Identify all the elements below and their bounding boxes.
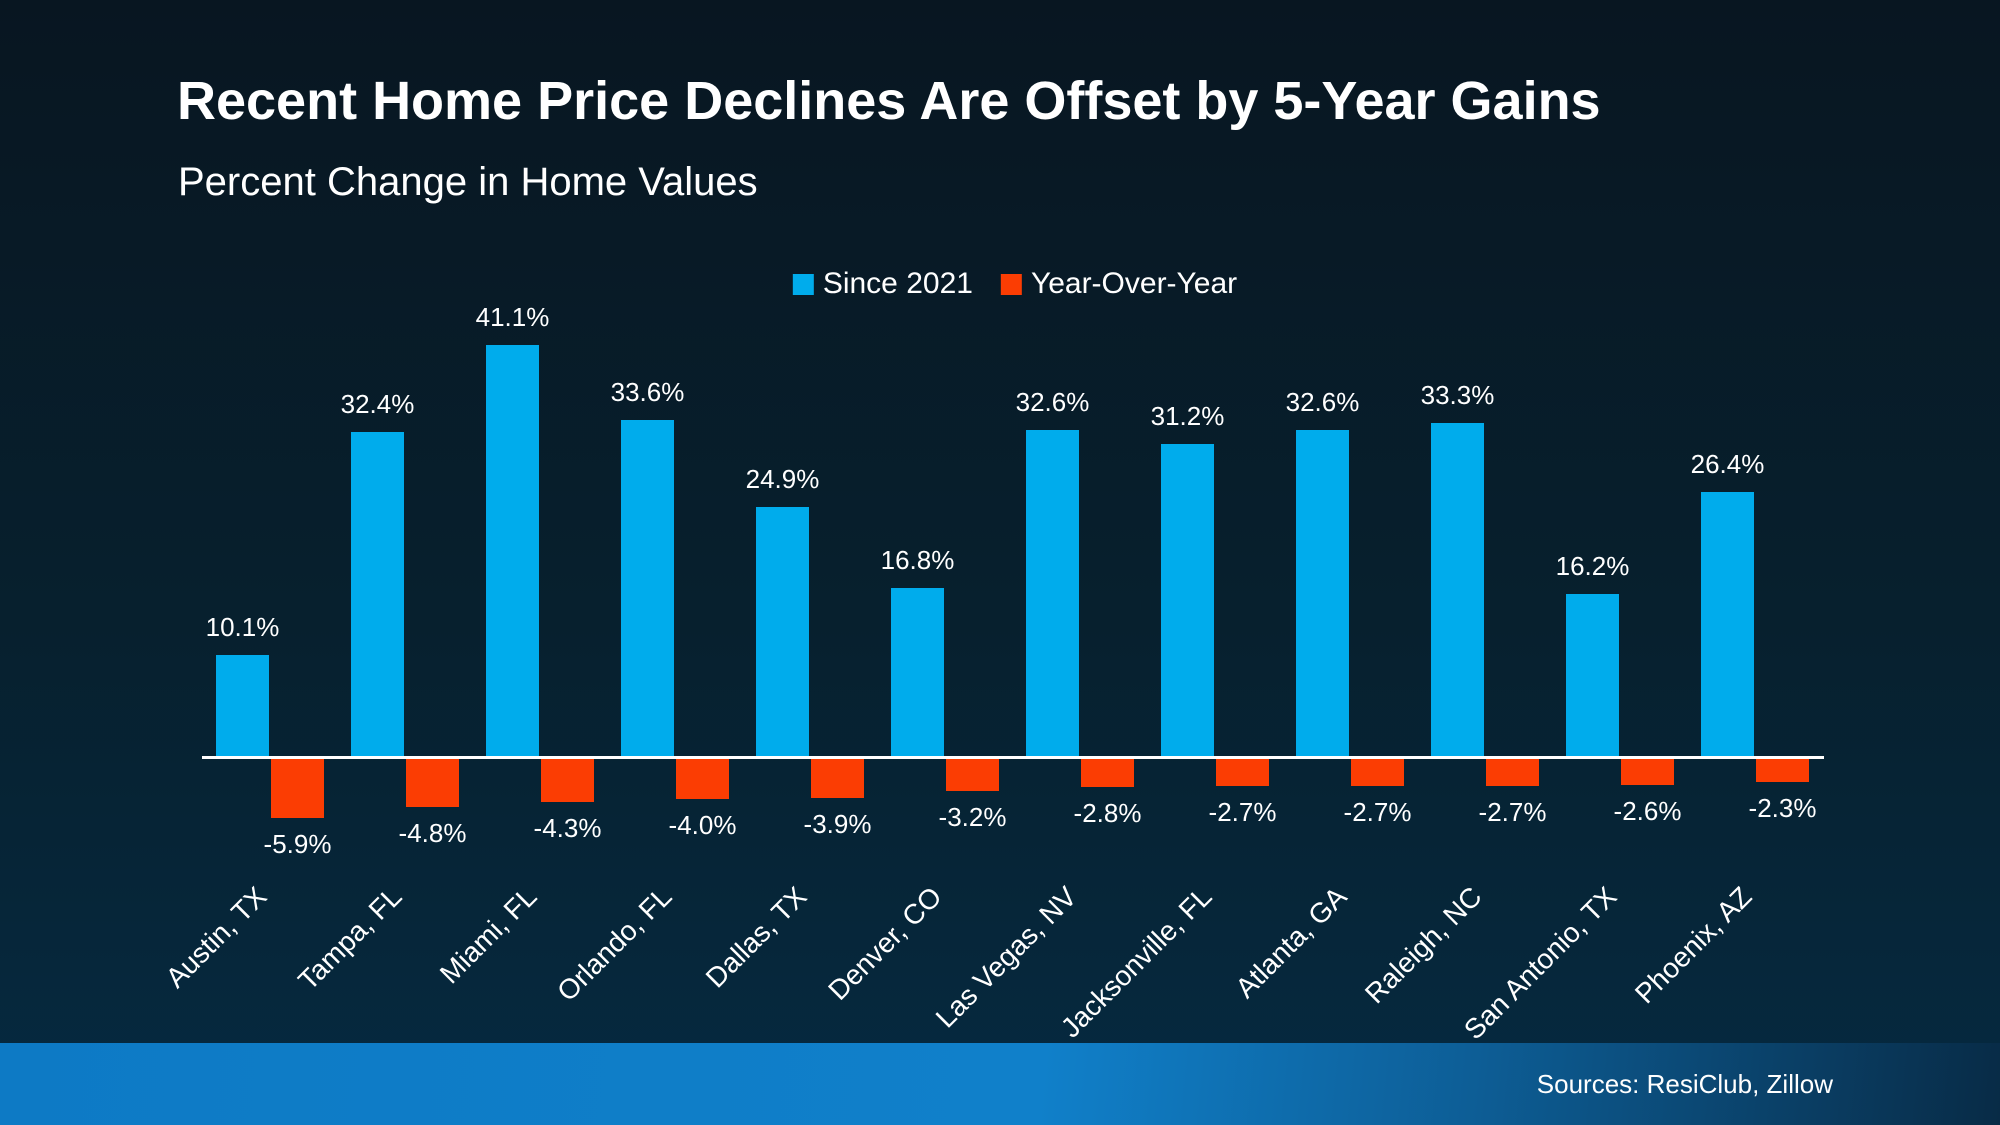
legend-item-since-2021: Since 2021	[792, 267, 973, 301]
bar-year-over-year	[676, 759, 729, 799]
legend-label-year-over-year: Year-Over-Year	[1030, 267, 1238, 300]
bar-year-over-year	[1081, 759, 1134, 787]
bar-year-over-year	[1216, 759, 1269, 786]
value-label-since-2021: 33.6%	[610, 377, 685, 407]
chart-title: Recent Home Price Declines Are Offset by…	[177, 71, 1601, 131]
bar-year-over-year	[1351, 759, 1404, 786]
bar-since-2021	[621, 420, 674, 756]
legend-swatch-since-2021-icon	[792, 273, 814, 295]
value-label-since-2021: 26.4%	[1690, 449, 1765, 479]
bar-since-2021	[1431, 423, 1484, 756]
bar-year-over-year	[1621, 759, 1674, 785]
value-label-year-over-year: -4.3%	[533, 813, 602, 843]
bar-year-over-year	[946, 759, 999, 791]
value-label-year-over-year: -4.8%	[398, 818, 467, 848]
chart-subtitle: Percent Change in Home Values	[178, 160, 758, 204]
value-label-year-over-year: -2.7%	[1343, 797, 1412, 827]
legend-label-since-2021: Since 2021	[822, 267, 973, 300]
value-label-since-2021: 32.6%	[1015, 387, 1090, 417]
value-label-year-over-year: -2.6%	[1613, 796, 1682, 826]
bar-since-2021	[216, 655, 269, 756]
bar-year-over-year	[271, 759, 324, 818]
value-label-year-over-year: -2.8%	[1073, 798, 1142, 828]
bar-year-over-year	[811, 759, 864, 798]
value-label-year-over-year: -5.9%	[263, 829, 332, 859]
legend-swatch-year-over-year-icon	[1000, 273, 1022, 295]
bar-since-2021	[1701, 492, 1754, 756]
bar-year-over-year	[1486, 759, 1539, 786]
value-label-year-over-year: -4.0%	[668, 810, 737, 840]
bar-year-over-year	[1756, 759, 1809, 782]
bar-year-over-year	[541, 759, 594, 802]
bar-since-2021	[1026, 430, 1079, 756]
value-label-since-2021: 10.1%	[205, 612, 280, 642]
value-label-year-over-year: -2.3%	[1748, 793, 1817, 823]
value-label-year-over-year: -2.7%	[1478, 797, 1547, 827]
value-label-since-2021: 16.8%	[880, 545, 955, 575]
bar-since-2021	[1566, 594, 1619, 756]
value-label-year-over-year: -3.9%	[803, 809, 872, 839]
value-label-since-2021: 32.4%	[340, 389, 415, 419]
legend: Since 2021 Year-Over-Year	[792, 262, 1238, 306]
bar-since-2021	[891, 588, 944, 756]
sources-text: Sources: ResiClub, Zillow	[1536, 1069, 1833, 1099]
bar-since-2021	[351, 432, 404, 756]
value-label-since-2021: 41.1%	[475, 302, 550, 332]
x-axis-baseline	[202, 756, 1824, 759]
bar-since-2021	[1296, 430, 1349, 756]
value-label-since-2021: 32.6%	[1285, 387, 1360, 417]
value-label-year-over-year: -3.2%	[938, 802, 1007, 832]
bar-since-2021	[1161, 444, 1214, 756]
value-label-since-2021: 31.2%	[1150, 401, 1225, 431]
bar-year-over-year	[406, 759, 459, 807]
value-label-since-2021: 24.9%	[745, 464, 820, 494]
footer-bar: Sources: ResiClub, Zillow	[0, 1043, 2000, 1125]
value-label-since-2021: 33.3%	[1420, 380, 1495, 410]
value-label-year-over-year: -2.7%	[1208, 797, 1277, 827]
bar-since-2021	[756, 507, 809, 756]
bar-since-2021	[486, 345, 539, 756]
value-label-since-2021: 16.2%	[1555, 551, 1630, 581]
legend-item-year-over-year: Year-Over-Year	[1000, 267, 1238, 301]
